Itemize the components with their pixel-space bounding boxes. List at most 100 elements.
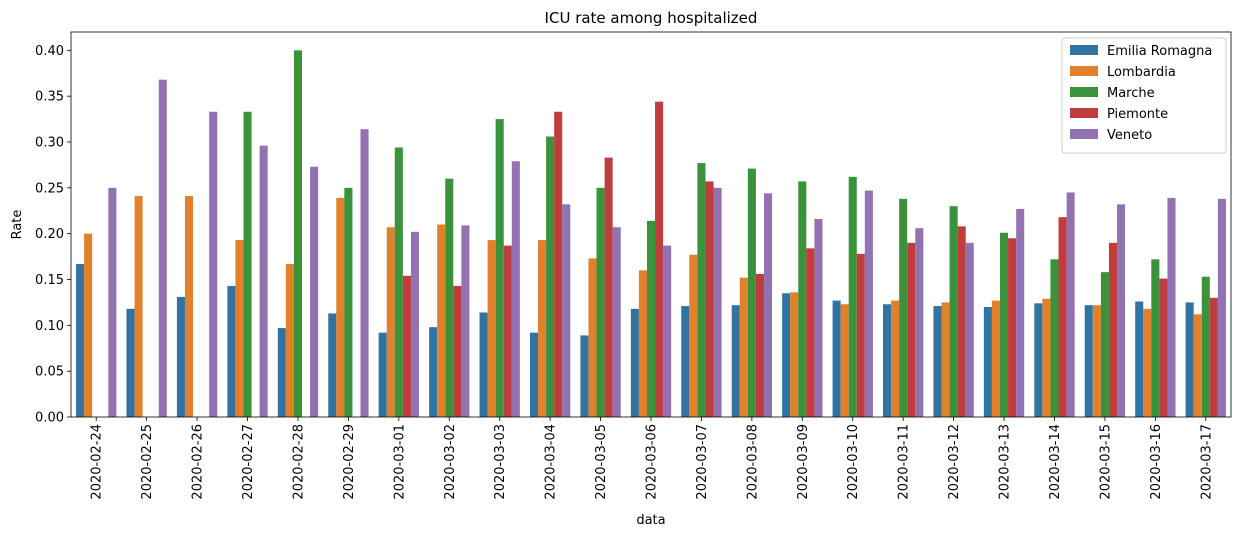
bar (562, 204, 571, 417)
bar (378, 332, 387, 417)
bar (1084, 305, 1093, 417)
bar (360, 129, 369, 418)
bar (681, 306, 690, 417)
bar (907, 242, 916, 417)
bar (158, 79, 167, 418)
bar (763, 193, 773, 417)
x-tick-label: 2020-03-13 (998, 424, 1013, 500)
bar (126, 308, 135, 417)
bar (487, 240, 496, 417)
legend-swatch (1070, 108, 1098, 118)
legend-label: Marche (1107, 86, 1155, 101)
bar (713, 187, 722, 417)
bar (437, 224, 446, 417)
bar (386, 227, 395, 417)
x-tick-label: 2020-02-24 (90, 424, 105, 500)
bar (310, 166, 319, 417)
bar (655, 101, 664, 418)
bar (596, 187, 605, 417)
bar (705, 181, 714, 417)
bar (949, 206, 958, 417)
bar (848, 176, 857, 417)
x-tick-label: 2020-03-15 (1098, 424, 1113, 500)
x-tick-label: 2020-03-05 (594, 424, 609, 500)
bar (689, 254, 698, 417)
x-tick-label: 2020-03-12 (947, 424, 962, 500)
x-tick-label: 2020-02-25 (140, 424, 155, 500)
x-tick-label: 2020-03-10 (846, 424, 861, 500)
bar (453, 285, 462, 417)
bar (933, 306, 942, 417)
bar (731, 305, 740, 417)
bar (76, 263, 85, 417)
bar (336, 197, 345, 417)
legend: Emilia Romagna Lombardia Marche Piemonte Ven… (1061, 37, 1227, 154)
bar (511, 161, 520, 417)
bar (604, 157, 613, 417)
bar (891, 300, 900, 417)
y-tick-label: 0.20 (35, 227, 64, 242)
x-tick-label: 2020-03-09 (796, 424, 811, 500)
bar (612, 227, 621, 417)
bar (957, 226, 966, 417)
bar (285, 263, 294, 417)
bar (243, 111, 252, 417)
bar (1217, 198, 1226, 417)
legend-swatch (1070, 87, 1098, 97)
legend-swatch (1070, 66, 1098, 76)
axes-layer: 0.00 0.05 0.10 0.15 0.20 0.25 0.30 0.35 0.40 2020… (35, 31, 1232, 500)
bar (814, 219, 823, 417)
bar (941, 302, 950, 417)
bar (1143, 308, 1152, 417)
bar (697, 163, 706, 417)
bar (503, 245, 512, 417)
bar (227, 285, 236, 417)
x-tick-label: 2020-02-28 (291, 424, 306, 500)
x-tick-label: 2020-03-14 (1048, 424, 1063, 500)
bar (1034, 303, 1043, 417)
bar (646, 220, 656, 417)
bar (1159, 278, 1168, 417)
bar (209, 111, 218, 417)
bar (1117, 204, 1126, 417)
y-tick-label: 0.25 (35, 181, 64, 196)
bar (899, 198, 908, 417)
bar (1092, 305, 1101, 417)
legend-box (1061, 37, 1227, 154)
bar (1050, 259, 1059, 417)
bar (790, 292, 799, 417)
y-tick-label: 0.05 (35, 365, 64, 380)
bars-layer (76, 50, 1226, 418)
bar (184, 196, 194, 417)
bar (1193, 314, 1202, 417)
bar (529, 332, 539, 417)
bar (394, 147, 403, 417)
bar (108, 187, 117, 417)
bar (755, 274, 764, 417)
y-tick-label: 0.35 (35, 90, 64, 105)
legend-label: Lombardia (1107, 65, 1176, 80)
bar (546, 136, 555, 417)
bar (1108, 242, 1118, 417)
bar (344, 187, 353, 417)
bar (235, 240, 244, 417)
bar (538, 240, 547, 417)
legend-swatch (1070, 129, 1098, 139)
bar (798, 181, 807, 417)
bar (747, 168, 756, 417)
x-tick-label: 2020-03-01 (392, 424, 407, 500)
bar (1167, 197, 1176, 417)
bar (965, 242, 974, 417)
x-tick-label: 2020-03-07 (695, 424, 710, 500)
bar (277, 328, 286, 417)
bar (84, 233, 93, 417)
bar (864, 190, 873, 417)
bar (402, 275, 411, 417)
x-tick-label: 2020-03-16 (1149, 424, 1164, 500)
bar (1209, 297, 1218, 417)
bar (1000, 232, 1009, 417)
y-tick-label: 0.15 (35, 273, 64, 288)
bar (883, 304, 892, 417)
bar (259, 145, 268, 418)
x-tick-label: 2020-03-02 (443, 424, 458, 500)
